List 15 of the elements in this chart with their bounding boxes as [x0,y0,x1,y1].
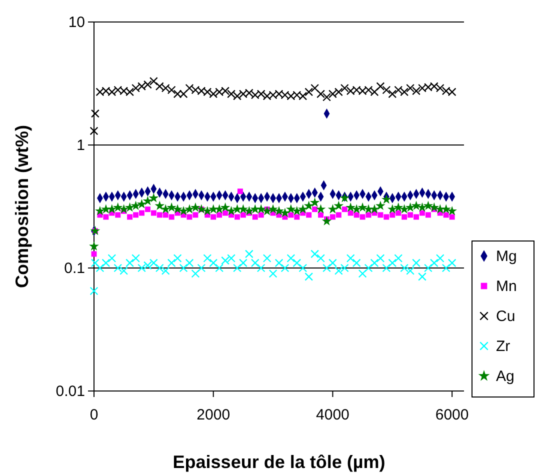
x-tick-label: 0 [90,406,98,424]
x-tick-label: 2000 [196,406,230,424]
x-axis-title: Epaisseur de la tôle (µm) [172,452,386,472]
x-tick-label: 6000 [435,406,469,424]
legend-label: Ag [496,368,514,385]
legend-label: Zr [496,338,510,355]
x-tick-label: 4000 [316,406,350,424]
legend-label: Mn [496,278,517,295]
y-tick-label: 1 [76,136,85,154]
legend-label: Cu [496,308,516,325]
y-tick-label: 0.1 [64,260,85,277]
y-tick-label: 0.01 [56,382,85,400]
legend-label: Mg [496,248,517,265]
y-tick-label: 10 [68,14,85,31]
y-axis-title: Composition (wt%) [12,125,32,288]
